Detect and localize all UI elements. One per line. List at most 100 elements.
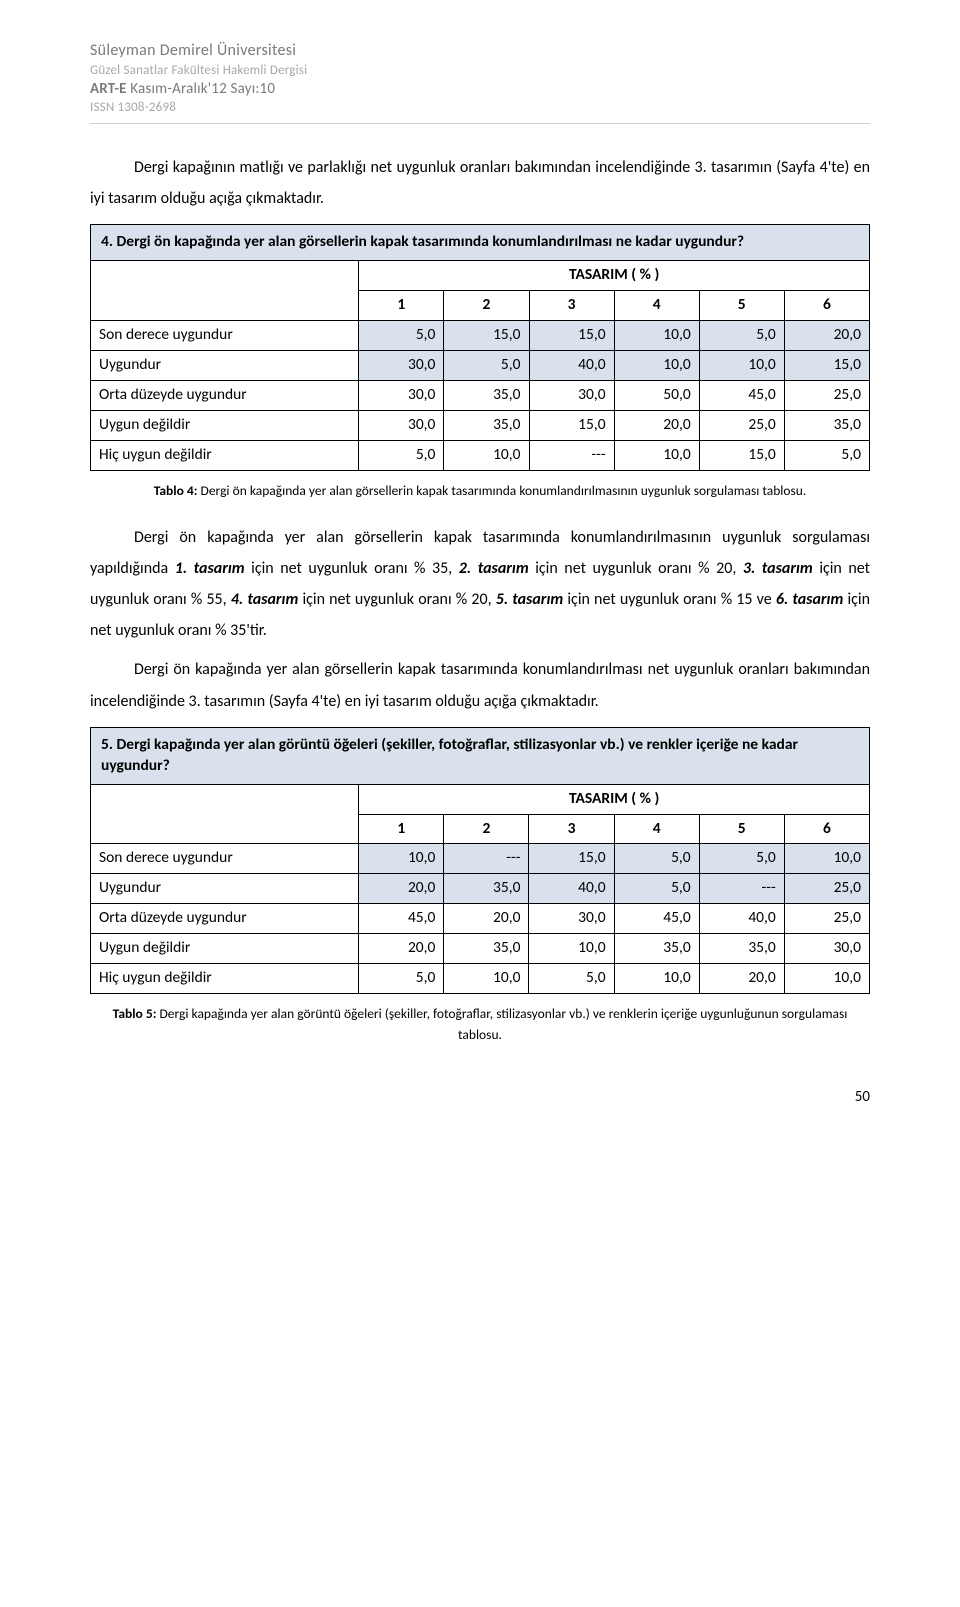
row-value: 10,0 (784, 964, 869, 994)
header-divider (90, 123, 870, 124)
design-label: 1. tasarım (175, 559, 245, 578)
row-value: 35,0 (784, 410, 869, 440)
row-label: Uygundur (91, 351, 359, 381)
table-4-subhead-row: TASARIM ( % ) (91, 261, 870, 291)
table-row: Uygundur20,035,040,05,0---25,0 (91, 874, 870, 904)
row-value: 40,0 (699, 904, 784, 934)
table-5-col-4: 4 (614, 814, 699, 844)
row-value: 10,0 (444, 440, 529, 470)
row-label: Hiç uygun değildir (91, 440, 359, 470)
table-4-col-1: 1 (359, 291, 444, 321)
row-value: 5,0 (784, 440, 869, 470)
table-5-caption-label: Tablo 5: (113, 1005, 157, 1022)
design-label: 2. tasarım (459, 559, 529, 578)
table-5: 5. Dergi kapağında yer alan görüntü öğel… (90, 727, 870, 994)
row-label: Orta düzeyde uygundur (91, 904, 359, 934)
row-value: 35,0 (444, 934, 529, 964)
row-value: 10,0 (614, 440, 699, 470)
row-value: 10,0 (614, 351, 699, 381)
table-4-title-row: 4. Dergi ön kapağında yer alan görseller… (91, 225, 870, 261)
row-value: 10,0 (444, 964, 529, 994)
row-value: 30,0 (529, 904, 614, 934)
table-4-caption-text: Dergi ön kapağında yer alan görsellerin … (197, 482, 806, 499)
table-4-col-2: 2 (444, 291, 529, 321)
table-5-col-1: 1 (359, 814, 444, 844)
table-row: Orta düzeyde uygundur45,020,030,045,040,… (91, 904, 870, 934)
table-5-caption-text: Dergi kapağında yer alan görüntü öğeleri… (156, 1005, 847, 1043)
row-value: 45,0 (359, 904, 444, 934)
row-value: 20,0 (699, 964, 784, 994)
row-value: 35,0 (444, 380, 529, 410)
row-value: 35,0 (699, 934, 784, 964)
design-label: 3. tasarım (743, 559, 813, 578)
row-value: 15,0 (529, 321, 614, 351)
table-5-col-2: 2 (444, 814, 529, 844)
row-value: 5,0 (699, 844, 784, 874)
row-value: 20,0 (359, 874, 444, 904)
row-label: Son derece uygundur (91, 321, 359, 351)
table-5-col-6: 6 (784, 814, 869, 844)
row-value: 45,0 (699, 380, 784, 410)
row-value: 40,0 (529, 874, 614, 904)
text-run: için net uygunluk oranı % 20, (529, 559, 743, 578)
table-4-col-5: 5 (699, 291, 784, 321)
row-value: --- (699, 874, 784, 904)
text-run: için net uygunluk oranı % 15 ve (563, 590, 776, 609)
design-label: 5. tasarım (496, 590, 564, 609)
table-4-col-4: 4 (614, 291, 699, 321)
row-label: Hiç uygun değildir (91, 964, 359, 994)
row-value: 25,0 (784, 874, 869, 904)
row-value: 5,0 (444, 351, 529, 381)
row-value: 20,0 (444, 904, 529, 934)
table-5-colnums: 1 2 3 4 5 6 (91, 814, 870, 844)
text-run: için net uygunluk oranı % 35, (245, 559, 459, 578)
row-value: --- (529, 440, 614, 470)
row-value: 5,0 (614, 844, 699, 874)
table-row: Hiç uygun değildir5,010,05,010,020,010,0 (91, 964, 870, 994)
row-value: 5,0 (359, 440, 444, 470)
row-value: 5,0 (699, 321, 784, 351)
row-value: 30,0 (359, 380, 444, 410)
row-value: 20,0 (614, 410, 699, 440)
row-label: Son derece uygundur (91, 844, 359, 874)
row-value: 25,0 (784, 380, 869, 410)
row-value: 10,0 (784, 844, 869, 874)
table-5-subhead: TASARIM ( % ) (359, 784, 870, 814)
row-value: 30,0 (359, 410, 444, 440)
row-label: Orta düzeyde uygundur (91, 380, 359, 410)
row-label: Uygun değildir (91, 934, 359, 964)
row-value: 10,0 (614, 321, 699, 351)
row-value: 15,0 (699, 440, 784, 470)
findings-paragraph: Dergi ön kapağında yer alan görsellerin … (90, 522, 870, 647)
row-value: 20,0 (784, 321, 869, 351)
row-value: 15,0 (529, 410, 614, 440)
row-value: 30,0 (529, 380, 614, 410)
table-row: Son derece uygundur5,015,015,010,05,020,… (91, 321, 870, 351)
table-4-caption: Tablo 4: Dergi ön kapağında yer alan gör… (90, 481, 870, 502)
row-value: 15,0 (784, 351, 869, 381)
table-row: Orta düzeyde uygundur30,035,030,050,045,… (91, 380, 870, 410)
row-value: 5,0 (359, 964, 444, 994)
row-label: Uygun değildir (91, 410, 359, 440)
row-value: 35,0 (614, 934, 699, 964)
row-value: 35,0 (444, 410, 529, 440)
table-4-col-3: 3 (529, 291, 614, 321)
table-5-blank-header (91, 814, 359, 844)
table-4-col-6: 6 (784, 291, 869, 321)
table-5-col-5: 5 (699, 814, 784, 844)
intro-paragraph: Dergi kapağının matlığı ve parlaklığı ne… (90, 152, 870, 214)
row-value: 25,0 (699, 410, 784, 440)
row-value: 30,0 (784, 934, 869, 964)
table-4-subhead: TASARIM ( % ) (359, 261, 870, 291)
row-value: 5,0 (529, 964, 614, 994)
table-row: Uygundur30,05,040,010,010,015,0 (91, 351, 870, 381)
row-value: 45,0 (614, 904, 699, 934)
row-value: --- (444, 844, 529, 874)
faculty-journal: Güzel Sanatlar Fakültesi Hakemli Dergisi (90, 62, 870, 80)
row-value: 30,0 (359, 351, 444, 381)
table-5-caption: Tablo 5: Dergi kapağında yer alan görünt… (90, 1004, 870, 1046)
table-5-title-row: 5. Dergi kapağında yer alan görüntü öğel… (91, 727, 870, 784)
table-5-subhead-row: TASARIM ( % ) (91, 784, 870, 814)
issn: ISSN 1308-2698 (90, 99, 870, 117)
table-row: Son derece uygundur10,0---15,05,05,010,0 (91, 844, 870, 874)
